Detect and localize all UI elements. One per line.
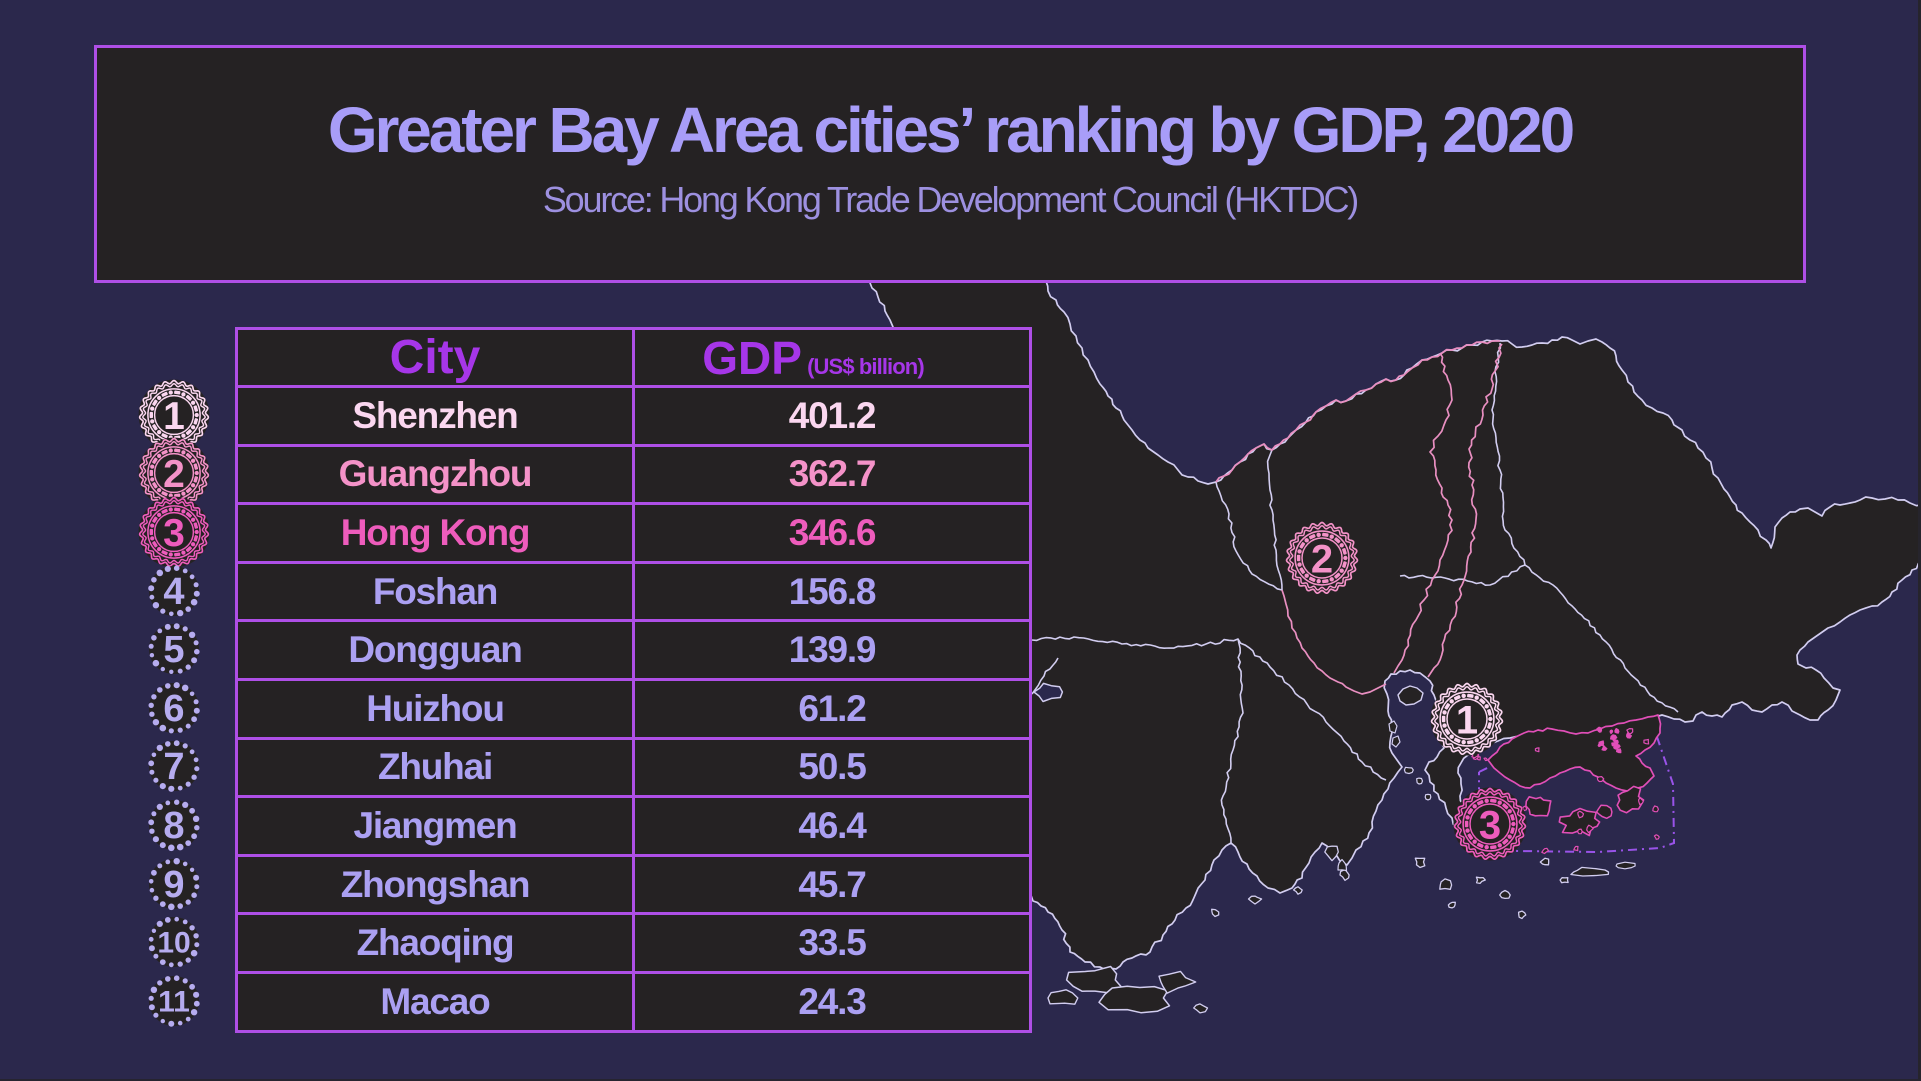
svg-text:11: 11 [158,986,190,1019]
svg-text:8: 8 [163,805,184,847]
svg-text:3: 3 [163,512,185,555]
svg-text:2: 2 [163,453,185,496]
svg-text:2: 2 [1311,538,1333,582]
svg-text:10: 10 [157,927,190,960]
svg-text:3: 3 [1479,804,1501,848]
svg-text:4: 4 [163,571,184,613]
svg-text:7: 7 [163,746,184,788]
svg-text:1: 1 [163,395,185,438]
svg-text:6: 6 [163,688,184,730]
svg-text:1: 1 [1456,699,1478,743]
svg-text:9: 9 [163,864,184,906]
svg-text:5: 5 [163,629,184,671]
